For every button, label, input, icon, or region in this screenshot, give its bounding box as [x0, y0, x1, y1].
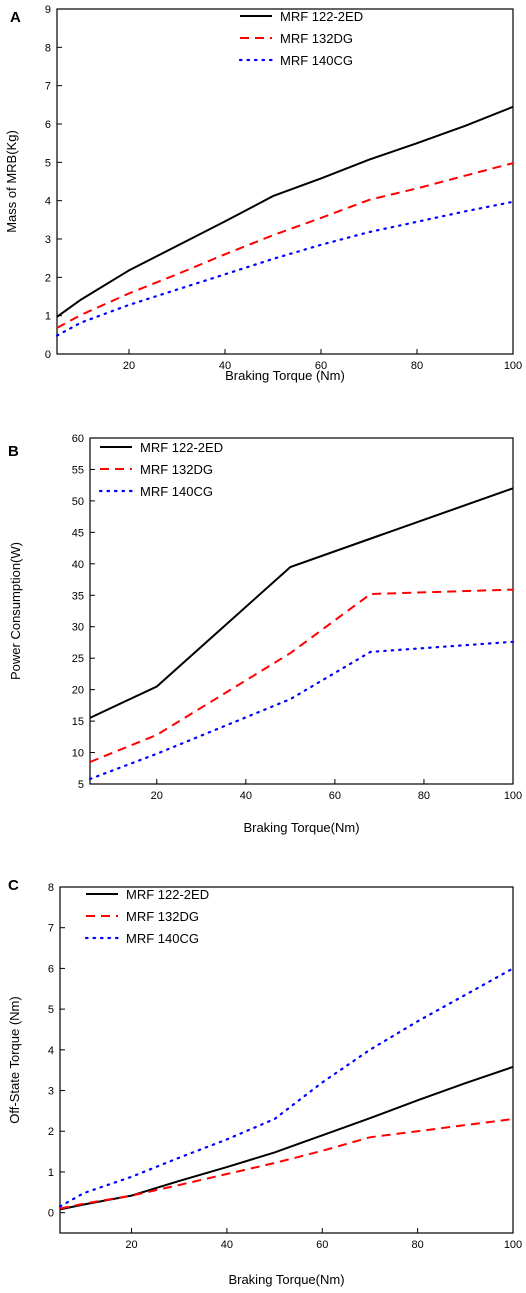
panel-letter: A	[10, 9, 21, 26]
y-tick-label: 55	[72, 464, 84, 476]
y-tick-label: 3	[48, 1086, 54, 1098]
y-tick-label: 15	[72, 716, 84, 728]
chart-panel-a: A 20 40 60 80 100 0 1 2 3 4 5 6 7 8 9 Braking Torque (Nm…	[4, 4, 522, 383]
y-tick-label: 1	[45, 311, 51, 323]
series-line-2	[56, 162, 514, 329]
x-axis-label: Braking Torque(Nm)	[243, 820, 359, 835]
series-line-1	[56, 105, 514, 318]
x-tick-label: 40	[221, 1239, 233, 1251]
y-tick-label: 3	[45, 234, 51, 246]
x-tick-label: 80	[411, 360, 423, 372]
y-tick-label: 5	[48, 1004, 54, 1016]
x-axis-label: Braking Torque(Nm)	[228, 1272, 344, 1287]
x-tick-label: 40	[219, 360, 231, 372]
x-tick-label: 60	[329, 790, 341, 802]
y-tick-label: 9	[45, 4, 51, 16]
series-line-3	[58, 967, 515, 1208]
x-tick-label: 20	[151, 790, 163, 802]
x-tick-label: 60	[315, 360, 327, 372]
x-tick-label: 20	[125, 1239, 137, 1251]
x-tick-label: 40	[240, 790, 252, 802]
y-tick-label: 25	[72, 653, 84, 665]
y-tick-label: 7	[45, 81, 51, 93]
y-tick-label: 8	[48, 882, 54, 894]
series-line-1	[89, 487, 514, 719]
series-line-3	[55, 200, 515, 337]
y-axis-label: Off-State Torque (Nm)	[7, 996, 22, 1123]
series-line-2	[59, 1118, 514, 1210]
y-tick-label: 4	[45, 196, 51, 208]
x-tick-label: 80	[412, 1239, 424, 1251]
y-tick-label: 35	[72, 590, 84, 602]
series-line-1	[59, 1065, 514, 1211]
x-tick-label: 100	[504, 360, 522, 372]
chart-panel-b: B 20 40 60 80 100 5 10 15 20 25 30 35 40 45 50 55 60 Braki…	[8, 433, 522, 835]
plot-frame	[59, 886, 514, 1234]
legend-label: MRF 140CG	[126, 931, 199, 946]
series-line-2	[89, 588, 514, 763]
y-tick-label: 1	[48, 1167, 54, 1179]
y-tick-label: 40	[72, 559, 84, 571]
y-tick-label: 60	[72, 433, 84, 445]
legend-label: MRF 140CG	[280, 53, 353, 68]
y-tick-label: 2	[45, 272, 51, 284]
y-tick-label: 8	[45, 42, 51, 54]
plot-frame	[89, 437, 514, 785]
x-axis-label: Braking Torque (Nm)	[225, 368, 345, 383]
legend-label: MRF 122-2ED	[280, 9, 363, 24]
y-tick-label: 5	[45, 157, 51, 169]
y-tick-label: 20	[72, 685, 84, 697]
chart-panel-c: C 20 40 60 80 100 0 1 2 3 4 5 6 7 8 Braking Torque(Nm) O…	[7, 877, 522, 1287]
x-tick-label: 20	[123, 360, 135, 372]
y-tick-label: 45	[72, 527, 84, 539]
x-tick-label: 80	[418, 790, 430, 802]
y-tick-label: 30	[72, 622, 84, 634]
y-tick-label: 2	[48, 1126, 54, 1138]
y-tick-label: 0	[48, 1208, 54, 1220]
y-tick-label: 6	[48, 963, 54, 975]
plot-frame	[56, 8, 514, 355]
panel-letter: C	[8, 877, 19, 894]
y-tick-label: 7	[48, 923, 54, 935]
y-axis-label: Mass of MRB(Kg)	[4, 130, 19, 233]
x-tick-label: 60	[316, 1239, 328, 1251]
legend-label: MRF 132DG	[126, 909, 199, 924]
x-tick-label: 100	[504, 1239, 522, 1251]
panel-letter: B	[8, 443, 19, 460]
legend-label: MRF 122-2ED	[126, 887, 209, 902]
y-tick-label: 6	[45, 119, 51, 131]
y-tick-label: 4	[48, 1045, 54, 1057]
y-tick-label: 0	[45, 349, 51, 361]
legend-label: MRF 122-2ED	[140, 440, 223, 455]
y-tick-label: 10	[72, 748, 84, 760]
legend-label: MRF 132DG	[140, 462, 213, 477]
y-axis-label: Power Consumption(W)	[8, 542, 23, 680]
y-tick-label: 50	[72, 496, 84, 508]
legend-label: MRF 140CG	[140, 484, 213, 499]
x-tick-label: 100	[504, 790, 522, 802]
legend-label: MRF 132DG	[280, 31, 353, 46]
y-tick-label: 5	[78, 779, 84, 791]
series-line-3	[88, 640, 515, 781]
